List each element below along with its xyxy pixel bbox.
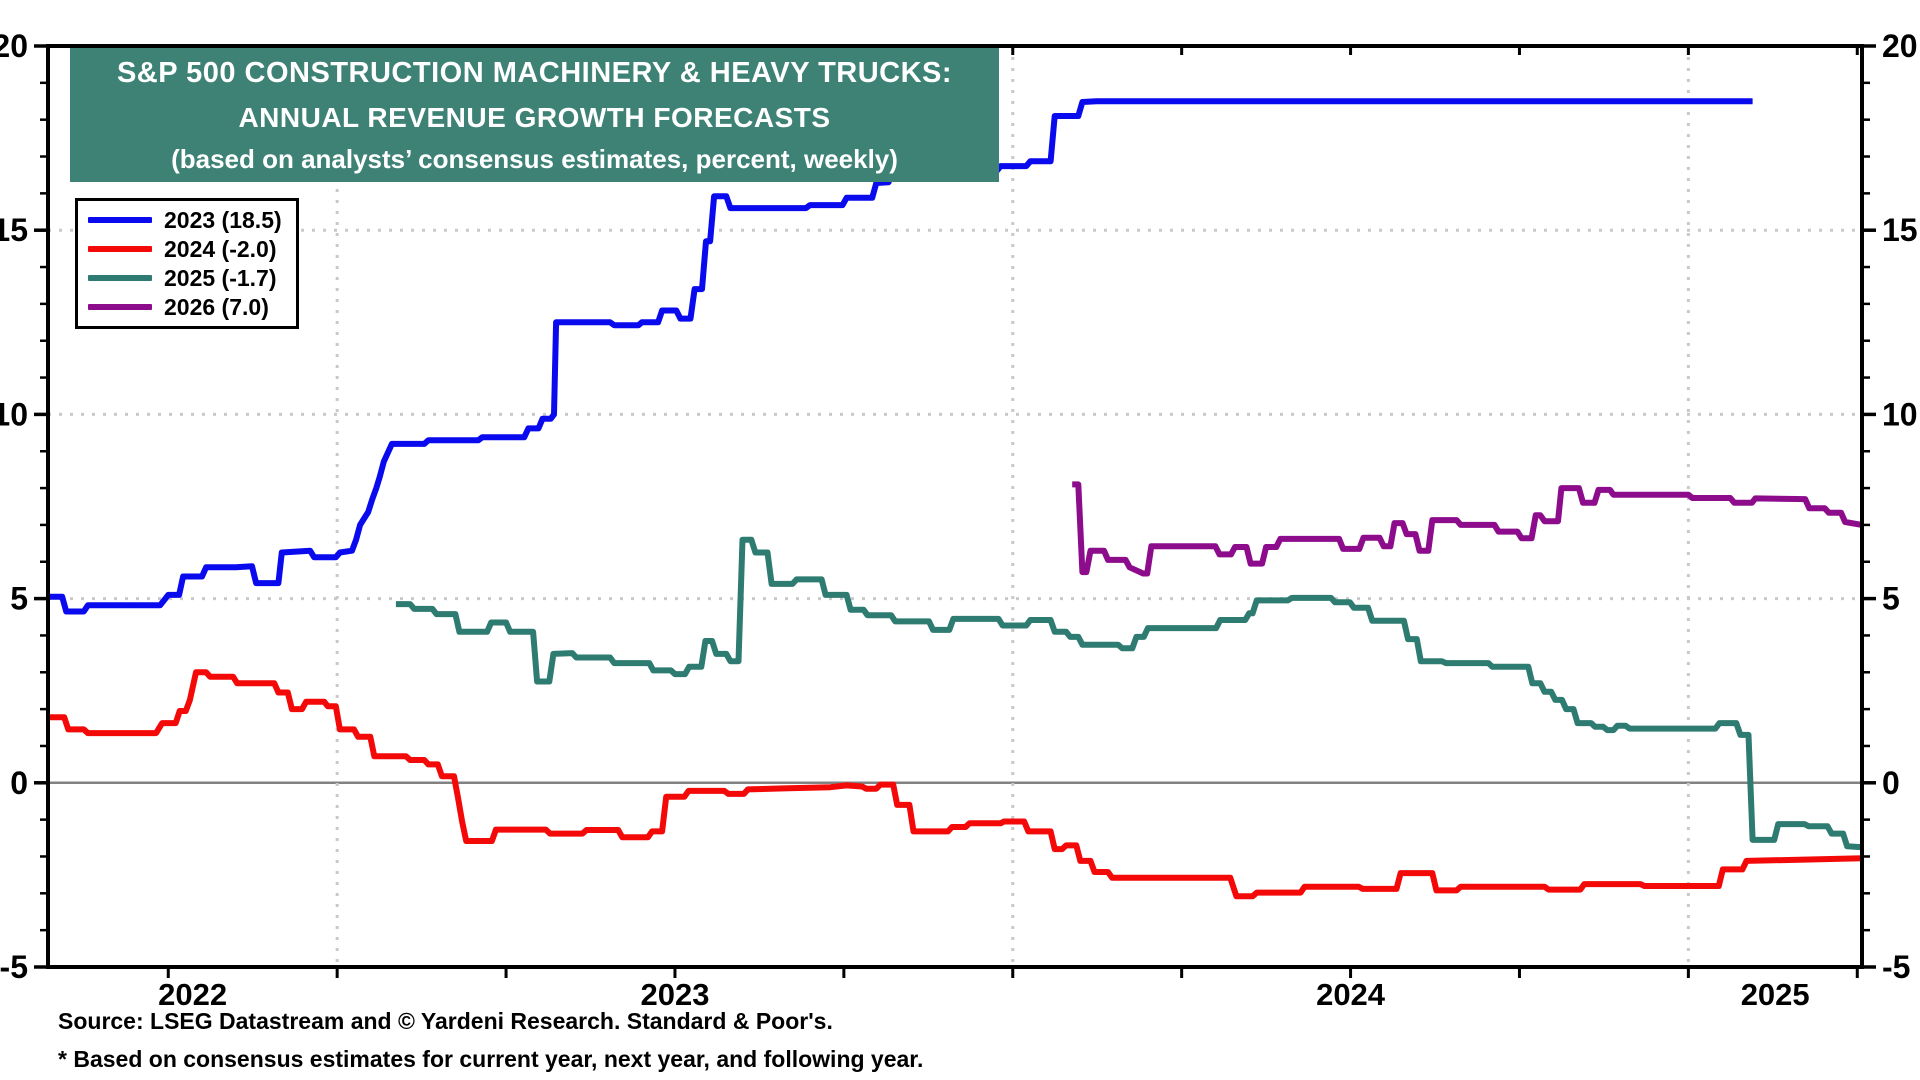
legend-label: 2024 (-2.0) <box>164 235 277 262</box>
legend-label: 2026 (7.0) <box>164 293 269 320</box>
legend-label: 2023 (18.5) <box>164 206 282 233</box>
x-axis-label-2024: 2024 <box>1316 977 1386 1012</box>
legend-line-swatch <box>88 275 152 281</box>
series-line-2024 <box>48 669 1863 900</box>
y-axis-label-left-15: 15 <box>0 212 28 248</box>
y-axis-label-right-5: 5 <box>1882 581 1900 617</box>
legend-line-swatch <box>88 304 152 310</box>
legend-item-2026: 2026 (7.0) <box>88 294 282 320</box>
chart-title-line3: (based on analysts’ consensus estimates,… <box>171 144 898 175</box>
legend-line-swatch <box>88 217 152 223</box>
y-axis-label-right-10: 10 <box>1882 396 1918 432</box>
y-axis-label-left-10: 10 <box>0 396 28 432</box>
y-axis-label-left-5: 5 <box>10 581 28 617</box>
y-axis-label-right-15: 15 <box>1882 212 1918 248</box>
chart-title-line2: ANNUAL REVENUE GROWTH FORECASTS <box>238 101 831 133</box>
legend-line-swatch <box>88 246 152 252</box>
series-line-2026 <box>1072 481 1863 577</box>
chart-legend: 2023 (18.5) 2024 (-2.0) 2025 (-1.7) 2026 (7… <box>75 198 299 329</box>
y-axis-label-right--5: -5 <box>1882 949 1910 985</box>
legend-item-2024: 2024 (-2.0) <box>88 236 282 262</box>
footnote-text: * Based on consensus estimates for curre… <box>58 1046 924 1072</box>
chart-title-box: S&P 500 CONSTRUCTION MACHINERY & HEAVY T… <box>70 48 999 182</box>
x-axis-label-2023: 2023 <box>640 977 709 1012</box>
series-line-2025 <box>395 536 1863 851</box>
chart-title-line1: S&P 500 CONSTRUCTION MACHINERY & HEAVY T… <box>116 56 953 89</box>
y-axis-label-right-0: 0 <box>1882 765 1900 801</box>
x-axis-label-2022: 2022 <box>158 977 227 1012</box>
source-text: Source: LSEG Datastream and © Yardeni Re… <box>58 1008 833 1034</box>
legend-item-2025: 2025 (-1.7) <box>88 265 282 291</box>
plot-frame <box>46 44 1864 969</box>
y-axis-label-left-0: 0 <box>10 765 28 801</box>
legend-item-2023: 2023 (18.5) <box>88 207 282 233</box>
series-line-2023 <box>48 98 1753 615</box>
x-axis-label-2025: 2025 <box>1741 977 1810 1012</box>
y-axis-label-left-20: 20 <box>0 28 28 64</box>
legend-label: 2025 (-1.7) <box>164 264 277 291</box>
y-axis-label-right-20: 20 <box>1882 28 1918 64</box>
y-axis-label-left--5: -5 <box>0 949 28 985</box>
